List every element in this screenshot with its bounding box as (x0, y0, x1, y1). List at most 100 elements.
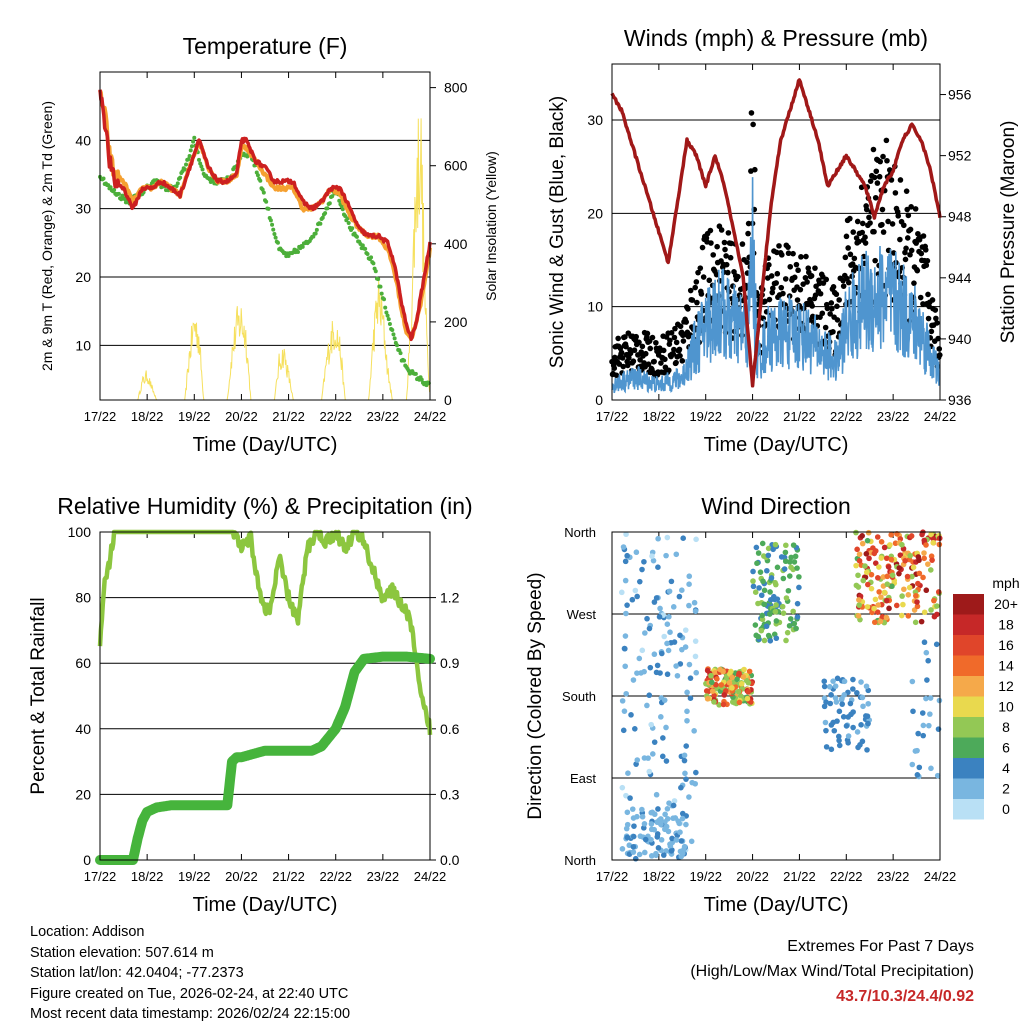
gust-point (725, 230, 732, 236)
chart-title: Wind Direction (701, 493, 851, 519)
dewpoint-point (178, 175, 183, 180)
direction-point (692, 638, 699, 644)
direction-point (708, 672, 714, 679)
station-location: Location: Addison (30, 924, 145, 940)
extremes-value: 43.7/10.3/24.4/0.92 (836, 988, 974, 1005)
direction-point (671, 639, 678, 645)
direction-point (872, 560, 879, 566)
precip-series (95, 651, 435, 865)
direction-point (658, 821, 664, 828)
direction-point (686, 573, 693, 580)
gust-point (773, 280, 779, 286)
direction-point (734, 676, 740, 683)
gust-point (859, 220, 866, 227)
direction-point (757, 569, 764, 575)
direction-point (676, 820, 683, 827)
direction-point (796, 584, 802, 591)
gust-point (847, 215, 853, 222)
direction-point (853, 529, 859, 536)
direction-point (854, 729, 861, 735)
gust-point (824, 305, 831, 312)
x-tick-label: 24/22 (414, 409, 447, 424)
y-tick-label: 0 (595, 392, 603, 408)
direction-point (923, 542, 929, 548)
y-tick-label: 40 (75, 132, 91, 148)
dewpoint-point (346, 220, 351, 225)
dewpoint-point (337, 198, 342, 203)
direction-point (877, 618, 884, 625)
gust-point (617, 345, 624, 352)
gust-point (897, 177, 904, 183)
gust-point (683, 319, 690, 325)
gust-point (633, 333, 639, 340)
gust-point (829, 306, 835, 312)
gust-point (902, 256, 909, 263)
colorbar-swatch (953, 799, 984, 820)
direction-point (650, 557, 657, 564)
direction-point (619, 698, 626, 704)
direction-point (765, 545, 772, 552)
direction-point (644, 702, 650, 709)
x-tick-label: 21/22 (783, 869, 816, 884)
direction-point (618, 589, 625, 596)
dewpoint-point (187, 153, 192, 158)
direction-point (642, 849, 648, 856)
direction-point (865, 529, 872, 536)
dewpoint-point (192, 135, 197, 140)
direction-point (921, 639, 928, 646)
dewpoint-point (323, 211, 328, 216)
direction-point (794, 565, 800, 571)
direction-point (821, 678, 828, 685)
direction-point (711, 699, 717, 705)
direction-point (884, 581, 891, 588)
direction-point (921, 609, 928, 616)
dewpoint-point (395, 343, 399, 348)
direction-point (623, 531, 629, 538)
dewpoint-point (313, 231, 318, 236)
dewpoint-point (296, 250, 300, 255)
direction-point (642, 836, 649, 843)
direction-point (823, 744, 830, 750)
gust-point (880, 153, 886, 160)
gust-point (903, 245, 909, 252)
dewpoint-point (378, 284, 383, 289)
x-axis-label: Time (Day/UTC) (193, 894, 338, 916)
direction-point (860, 703, 866, 710)
dewpoint-point (272, 231, 277, 236)
direction-point (899, 593, 905, 599)
x-tick-label: 20/22 (736, 869, 769, 884)
x-tick-label: 22/22 (319, 869, 352, 884)
station-latlon: Station lat/lon: 42.0404; -77.2373 (30, 965, 244, 981)
direction-point (794, 614, 801, 620)
dewpoint-point (318, 221, 323, 226)
gust-point (644, 330, 651, 337)
direction-point (659, 753, 666, 760)
gust-point (618, 349, 625, 356)
gust-point (649, 334, 656, 341)
dewpoint-point (371, 261, 376, 266)
direction-point (787, 616, 794, 622)
direction-point (863, 569, 870, 576)
direction-point (670, 802, 677, 809)
x-tick-label: 23/22 (877, 409, 910, 424)
direction-point (687, 695, 694, 702)
gust-point (933, 315, 939, 322)
direction-point (712, 670, 718, 676)
dewpoint-point (200, 167, 205, 172)
direction-point (923, 649, 930, 656)
direction-point (872, 596, 879, 603)
x-tick-label: 20/22 (736, 409, 769, 424)
y-tick-label: West (567, 607, 597, 622)
direction-point (834, 675, 841, 682)
direction-point (889, 583, 895, 590)
direction-point (651, 599, 658, 605)
direction-point (682, 770, 688, 777)
gust-point (752, 166, 758, 173)
gust-point (850, 229, 857, 235)
dewpoint-point (261, 190, 266, 195)
gust-point (936, 346, 943, 352)
gust-point (658, 360, 664, 366)
direction-point (673, 551, 680, 558)
gust-point (722, 246, 728, 253)
direction-point (910, 708, 916, 715)
